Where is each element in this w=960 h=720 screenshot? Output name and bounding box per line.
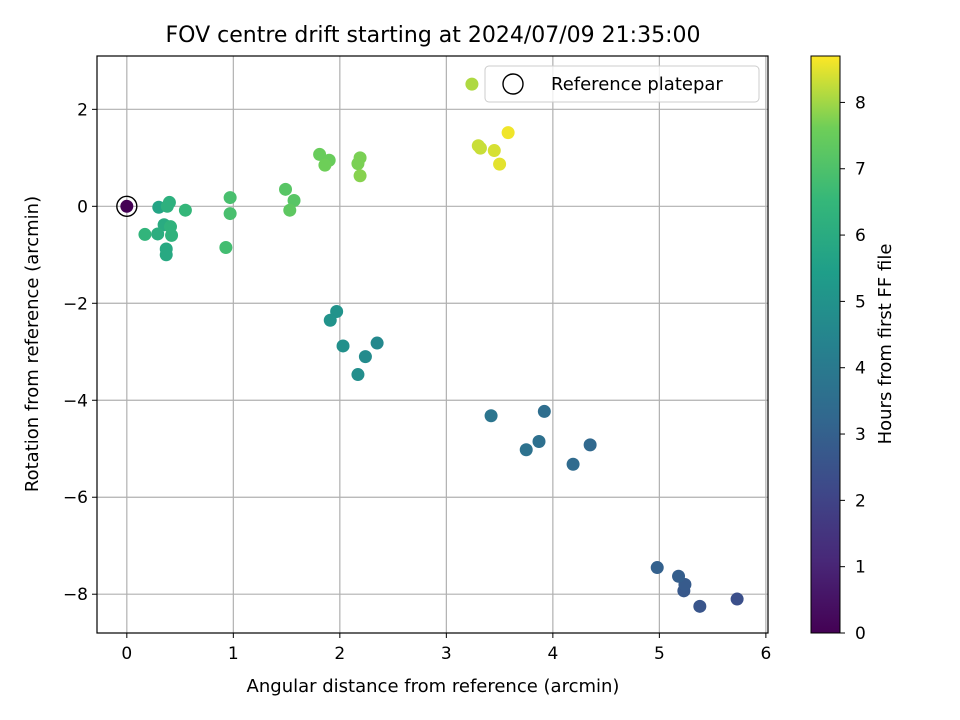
colorbar-tick-label: 6 [855, 226, 866, 246]
data-point [223, 191, 237, 205]
plot-area [96, 55, 769, 634]
data-point [351, 368, 365, 382]
y-axis-label: Rotation from reference (arcmin) [22, 196, 43, 492]
data-point [178, 203, 192, 217]
colorbar-tick-label: 4 [855, 359, 866, 379]
data-point [537, 404, 551, 418]
colorbar-tick-label: 3 [855, 425, 866, 445]
x-tick-label: 2 [334, 644, 345, 664]
legend: Reference platepar [484, 65, 760, 103]
y-tick-label: −8 [63, 585, 88, 605]
x-tick-label: 1 [228, 644, 239, 664]
data-point [484, 409, 498, 423]
x-axis-label: Angular distance from reference (arcmin) [247, 676, 620, 697]
data-point [650, 561, 664, 575]
y-axis-ticks: 2 0 −2 −4 −6 −8 [63, 100, 97, 605]
data-point [336, 339, 350, 353]
reference-point-marker [116, 195, 138, 218]
data-point [219, 241, 233, 255]
data-point [313, 147, 327, 161]
data-point [323, 313, 337, 327]
y-tick-label: −6 [63, 488, 88, 508]
data-point [358, 350, 372, 364]
colorbar-tick-label: 7 [855, 160, 866, 180]
data-point [487, 144, 501, 158]
data-point [283, 203, 297, 217]
colorbar-ticks: 0 1 2 3 4 5 6 7 8 [840, 93, 866, 644]
legend-marker-icon [502, 73, 524, 95]
x-tick-label: 5 [654, 644, 665, 664]
colorbar-tick-label: 2 [855, 491, 866, 511]
chart-title: FOV centre drift starting at 2024/07/09 … [166, 23, 701, 48]
data-point [318, 158, 332, 172]
data-point [151, 227, 165, 241]
data-point [672, 569, 686, 583]
x-tick-label: 4 [547, 644, 558, 664]
x-tick-label: 0 [121, 644, 132, 664]
data-point [493, 157, 507, 171]
colorbar-label: Hours from first FF file [875, 244, 896, 445]
colorbar-tick-label: 1 [855, 558, 866, 578]
y-tick-label: −4 [63, 391, 88, 411]
colorbar-tick-label: 0 [855, 624, 866, 644]
data-point [138, 227, 152, 241]
data-point [501, 126, 515, 140]
plot-frame [96, 55, 769, 634]
data-point [353, 151, 367, 165]
data-point [223, 207, 237, 221]
data-point [532, 434, 546, 448]
data-point [519, 443, 533, 457]
data-point [583, 438, 597, 452]
colorbar-tick-label: 8 [855, 93, 866, 113]
y-tick-label: 0 [77, 197, 88, 217]
data-point [566, 457, 580, 471]
colorbar-tick-label: 5 [855, 292, 866, 312]
y-tick-label: −2 [63, 294, 88, 314]
y-tick-label: 2 [77, 100, 88, 120]
data-point [287, 193, 301, 207]
plot-background [97, 56, 768, 633]
data-point [120, 199, 134, 213]
scatter-points [120, 77, 744, 613]
legend-entry-reference: Reference platepar [551, 74, 723, 95]
data-point [279, 182, 293, 196]
x-axis-ticks: 0 1 2 3 4 5 6 [121, 633, 771, 664]
legend-box [484, 65, 760, 103]
x-tick-label: 3 [441, 644, 452, 664]
data-point [693, 599, 707, 613]
x-tick-label: 6 [760, 644, 771, 664]
colorbar-gradient [810, 55, 841, 634]
colorbar: 0 1 2 3 4 5 6 7 8 Hours from first FF file [810, 55, 896, 644]
data-point [730, 592, 744, 606]
data-point [165, 228, 179, 242]
data-point [473, 141, 487, 155]
reference-marker [116, 195, 138, 218]
data-point [465, 77, 479, 91]
y-grid [97, 108, 768, 595]
data-point [159, 242, 173, 256]
data-point [160, 199, 174, 213]
data-point [370, 336, 384, 350]
data-point [353, 169, 367, 183]
